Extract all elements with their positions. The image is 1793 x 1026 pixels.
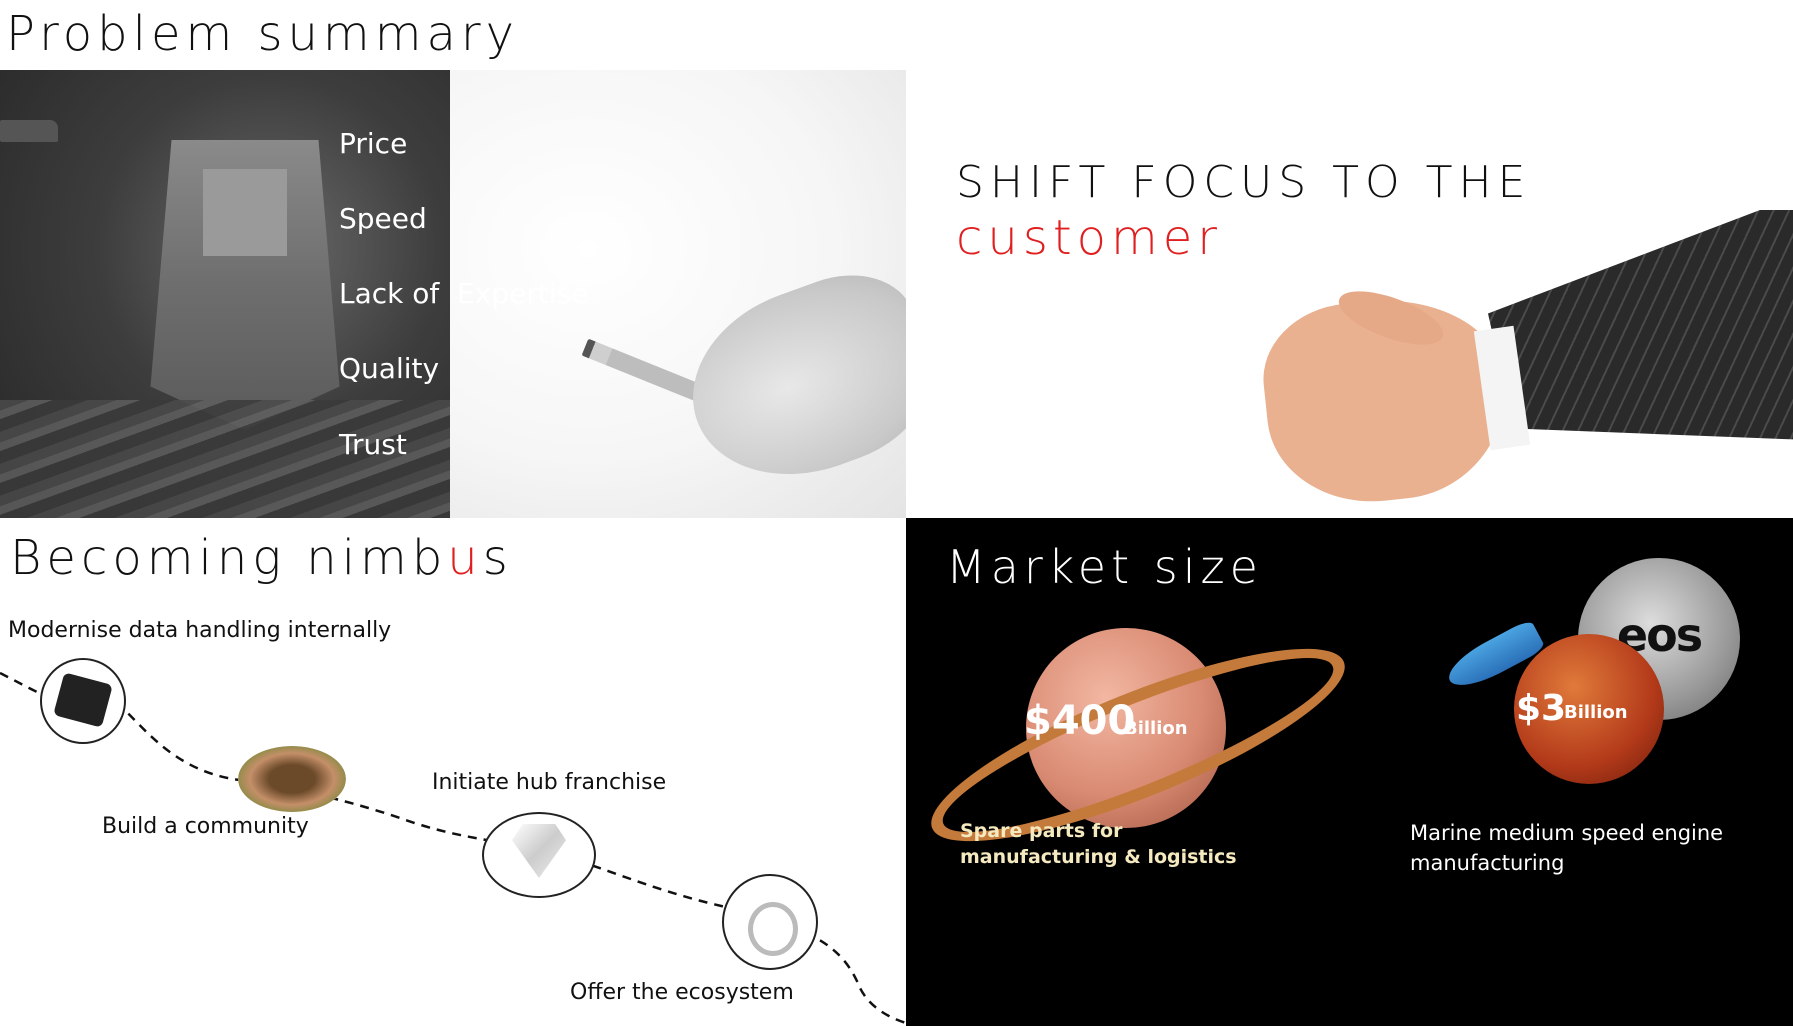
coal-icon <box>40 658 126 744</box>
soil-hands-icon <box>238 746 346 812</box>
mars-planet-shape <box>1514 634 1664 784</box>
becoming-nimbus-title: Becoming nimbus <box>10 530 513 586</box>
problem-item-expertise: Lack of Expertise <box>339 277 588 310</box>
title-part-2: s <box>482 530 513 586</box>
planet1-caption: Spare parts for manufacturing & logistic… <box>960 820 1237 868</box>
planet1-amount: $400 <box>1024 698 1136 744</box>
problem-item-trust: Trust <box>339 428 407 461</box>
problem-item-expertise-text: Lack of Expertise <box>339 277 589 310</box>
becoming-nimbus-slide: Becoming nimbus Modernise data handling … <box>0 518 906 1026</box>
title-part-1: Becoming nimb <box>10 530 448 586</box>
problem-summary-slide: Problem summary Price Speed Lack of Expe… <box>0 0 906 518</box>
suit-sleeve-shape <box>1488 210 1793 440</box>
step-label-4: Offer the ecosystem <box>570 980 794 1005</box>
market-size-title: Market size <box>946 540 1263 594</box>
ship-wake-shape <box>0 400 450 518</box>
planet2-amount: $3 <box>1516 688 1567 729</box>
ring-icon <box>722 874 818 970</box>
step-label-3: Initiate hub franchise <box>432 770 667 795</box>
problem-summary-title: Problem summary <box>6 6 519 62</box>
problem-item-speed: Speed <box>339 202 427 235</box>
planet1-unit: Billion <box>1124 718 1188 739</box>
step-label-2: Build a community <box>102 814 309 839</box>
problem-item-price: Price <box>339 127 408 160</box>
planet2-unit: Billion <box>1564 702 1628 723</box>
ship-deck-shape <box>150 140 340 430</box>
step-label-1: Modernise data handling internally <box>8 618 392 643</box>
market-size-slide: Market size eos $400 Billion Spare parts… <box>906 518 1793 1026</box>
customer-heading: customer <box>956 210 1223 266</box>
problem-item-quality: Quality <box>339 352 440 385</box>
small-ship-shape <box>0 120 58 142</box>
shift-focus-slide: SHIFT FOCUS TO THE customer <box>906 0 1793 518</box>
title-accent: u <box>447 530 483 586</box>
saturn-planet-shape <box>1026 628 1226 828</box>
planet2-caption: Marine medium speed engine manufacturing <box>1410 821 1724 875</box>
shift-focus-heading: SHIFT FOCUS TO THE <box>956 157 1532 208</box>
diamond-icon <box>482 812 596 898</box>
ship-photo <box>0 70 450 518</box>
